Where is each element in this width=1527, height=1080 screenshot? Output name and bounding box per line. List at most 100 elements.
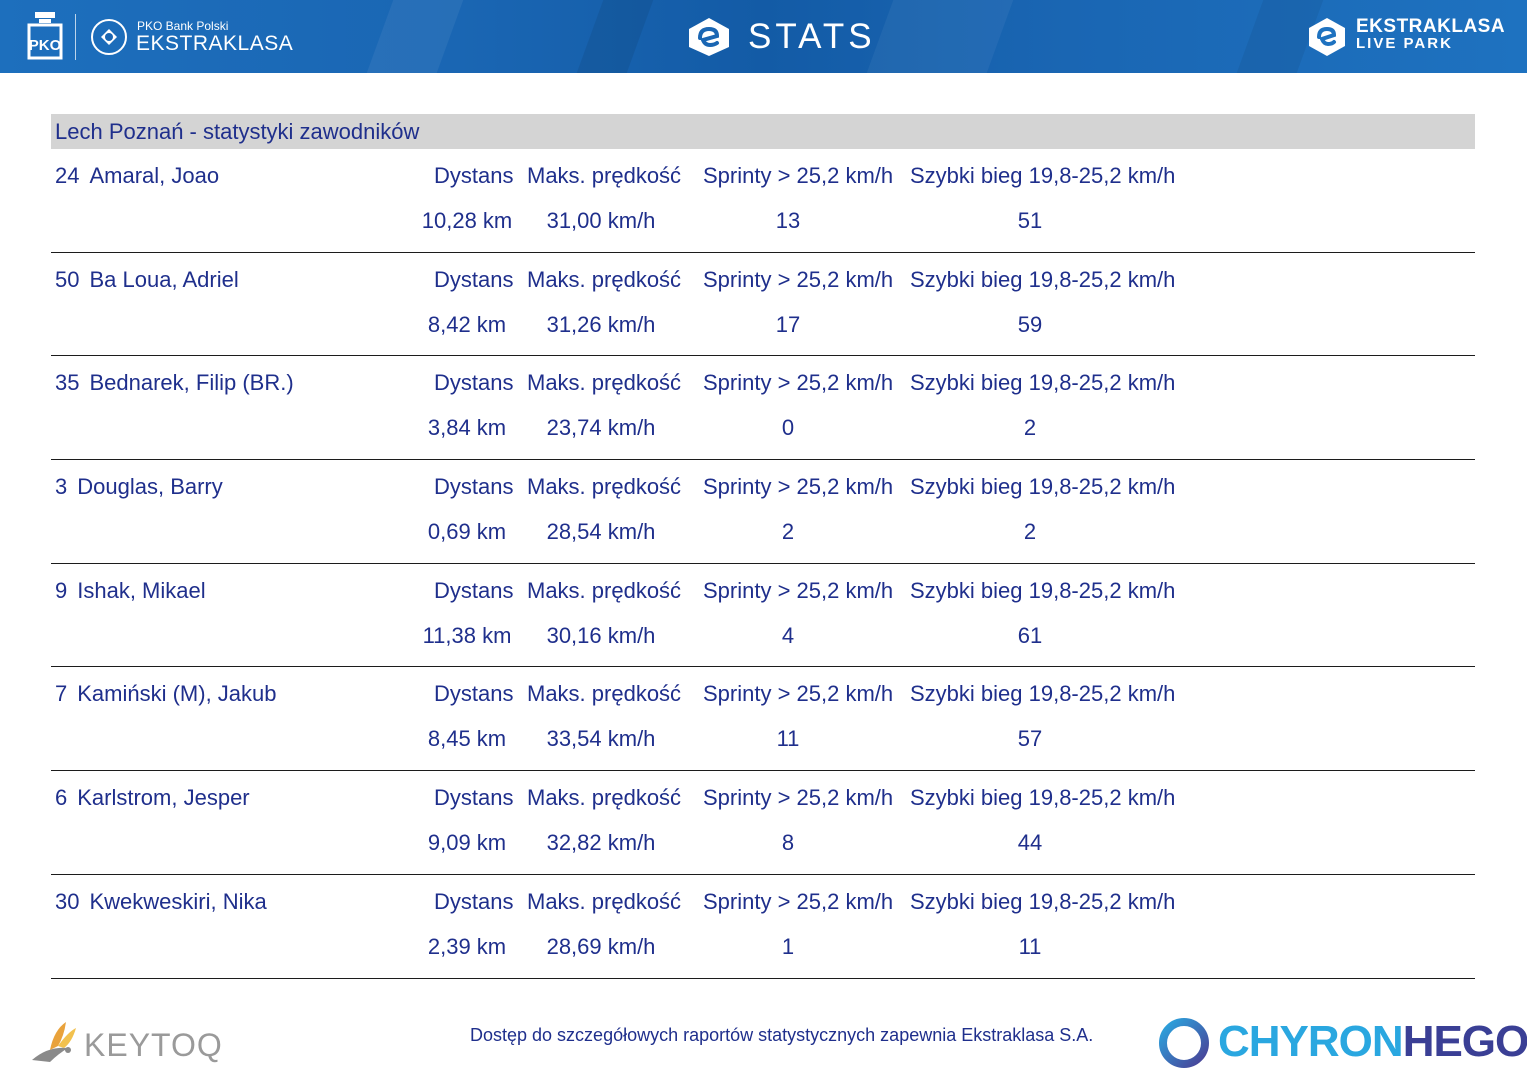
distance-label: Dystans (434, 163, 514, 188)
fast-run-label: Szybki bieg 19,8-25,2 km/h (910, 888, 1176, 914)
max-speed-value: 28,69 km/h (546, 933, 656, 959)
distance-label: Dystans (434, 474, 514, 500)
player-name: 35 Bednarek, Filip (BR.) (55, 370, 294, 396)
fast-run-value: 61 (1017, 622, 1043, 648)
player-number: 9 (55, 577, 68, 603)
player-name: 7 Kamiński (M), Jakub (55, 681, 277, 707)
live-park-e-icon (1309, 18, 1345, 56)
sprints-value: 1 (781, 933, 795, 959)
header-league: EKSTRAKLASA (136, 32, 294, 55)
distance-value: 9,09 km (427, 830, 507, 856)
fast-run-value: 2 (1023, 519, 1037, 545)
fast-run-value: 51 (1017, 208, 1043, 233)
fast-run-label: Szybki bieg 19,8-25,2 km/h (910, 370, 1176, 396)
fast-run-label: Szybki bieg 19,8-25,2 km/h (910, 577, 1176, 603)
player-number: 30 (55, 888, 80, 914)
svg-text:PKO: PKO (29, 37, 62, 54)
player-name: 6 Karlstrom, Jesper (55, 785, 250, 811)
header-decor-stripe (576, 0, 654, 73)
max-speed-value: 23,74 km/h (546, 415, 656, 441)
player-fullname: Bednarek, Filip (BR.) (89, 370, 294, 396)
fast-run-label: Szybki bieg 19,8-25,2 km/h (910, 681, 1176, 707)
player-number: 7 (55, 681, 68, 707)
keytoq-bird-icon (32, 1022, 76, 1062)
player-row: 9 Ishak, Mikael Dystans Maks. prędkość Sp… (51, 564, 1475, 668)
fast-run-value: 11 (1018, 933, 1042, 959)
max-speed-label: Maks. prędkość (527, 577, 682, 603)
max-speed-value: 31,26 km/h (546, 311, 656, 337)
fast-run-value: 57 (1017, 726, 1043, 752)
max-speed-label: Maks. prędkość (527, 370, 682, 396)
sprints-label: Sprinty > 25,2 km/h (703, 370, 894, 396)
distance-label: Dystans (434, 681, 514, 707)
player-row: 30 Kwekweskiri, Nika Dystans Maks. prędko… (51, 875, 1475, 979)
player-fullname: Amaral, Joao (89, 163, 220, 188)
header-decor-stripe (866, 0, 1014, 73)
player-name: 50 Ba Loua, Adriel (55, 267, 239, 293)
sprints-label: Sprinty > 25,2 km/h (703, 888, 894, 914)
distance-label: Dystans (434, 888, 514, 914)
chyronhego-swirl-icon (1159, 1018, 1209, 1068)
fast-run-value: 44 (1017, 830, 1043, 856)
sprints-label: Sprinty > 25,2 km/h (703, 163, 894, 188)
sprints-value: 13 (775, 208, 801, 233)
distance-value: 2,39 km (427, 933, 507, 959)
player-row: 6 Karlstrom, Jesper Dystans Maks. prędkoś… (51, 771, 1475, 875)
max-speed-value: 32,82 km/h (546, 830, 656, 856)
player-fullname: Douglas, Barry (77, 474, 223, 500)
live-park-line1: EKSTRAKLASA (1356, 16, 1506, 37)
fast-run-label: Szybki bieg 19,8-25,2 km/h (910, 785, 1176, 811)
pko-logo-icon: PKO (27, 12, 63, 60)
distance-value: 0,69 km (427, 519, 507, 545)
team-title-bar: Lech Poznań - statystyki zawodników (51, 114, 1475, 149)
header-bar: PKO PKO Bank Polski EKSTRAKLASA STATS EK… (0, 0, 1527, 73)
fast-run-label: Szybki bieg 19,8-25,2 km/h (910, 474, 1176, 500)
ekstraklasa-e-icon (689, 18, 729, 56)
player-fullname: Ishak, Mikael (77, 577, 206, 603)
sprints-label: Sprinty > 25,2 km/h (703, 577, 894, 603)
sprints-value: 11 (776, 726, 800, 752)
max-speed-value: 31,00 km/h (546, 208, 656, 233)
sprints-label: Sprinty > 25,2 km/h (703, 266, 894, 292)
player-number: 35 (55, 370, 80, 396)
sprints-value: 17 (775, 311, 801, 337)
player-name: 24 Amaral, Joao (55, 163, 219, 189)
ekstraklasa-badge-icon (91, 19, 127, 55)
distance-value: 10,28 km (421, 208, 513, 233)
sprints-value: 4 (781, 622, 795, 648)
header-sponsor: PKO Bank Polski (137, 19, 229, 33)
player-number: 6 (55, 785, 68, 811)
sprints-label: Sprinty > 25,2 km/h (703, 474, 894, 500)
max-speed-label: Maks. prędkość (527, 785, 682, 811)
chyronhego-logo-text: CHYRONHEGO (1218, 1016, 1527, 1068)
sprints-label: Sprinty > 25,2 km/h (703, 785, 894, 811)
player-row: 50 Ba Loua, Adriel Dystans Maks. prędkość… (51, 253, 1475, 357)
sprints-label: Sprinty > 25,2 km/h (703, 681, 894, 707)
page-title: STATS (748, 17, 876, 56)
player-name: 9 Ishak, Mikael (55, 578, 206, 604)
max-speed-label: Maks. prędkość (527, 474, 682, 500)
distance-value: 3,84 km (427, 415, 507, 441)
distance-value: 8,45 km (427, 726, 507, 752)
max-speed-label: Maks. prędkość (527, 266, 682, 292)
keytoq-logo-text: KEYTOQ (84, 1027, 223, 1063)
distance-label: Dystans (434, 785, 514, 811)
distance-label: Dystans (434, 266, 514, 292)
player-number: 24 (55, 163, 80, 188)
player-number: 50 (55, 266, 80, 292)
chyron-part: CHYRON (1218, 1017, 1404, 1066)
player-row: 7 Kamiński (M), Jakub Dystans Maks. prędk… (51, 667, 1475, 772)
sprints-value: 2 (781, 519, 795, 545)
team-title: Lech Poznań - statystyki zawodników (55, 119, 420, 144)
fast-run-label: Szybki bieg 19,8-25,2 km/h (910, 266, 1176, 292)
footer-note: Dostęp do szczegółowych raportów statyst… (470, 1025, 1094, 1045)
max-speed-label: Maks. prędkość (527, 888, 682, 914)
header-divider (75, 14, 76, 60)
player-fullname: Kwekweskiri, Nika (89, 888, 267, 914)
player-fullname: Karlstrom, Jesper (77, 785, 250, 811)
max-speed-value: 33,54 km/h (546, 726, 656, 752)
player-row: 35 Bednarek, Filip (BR.) Dystans Maks. pr… (51, 356, 1475, 461)
player-stats-list: 24 Amaral, Joao Dystans Maks. prędkość Sp… (51, 149, 1475, 979)
player-number: 3 (55, 474, 68, 500)
header-decor-stripe (366, 0, 464, 73)
